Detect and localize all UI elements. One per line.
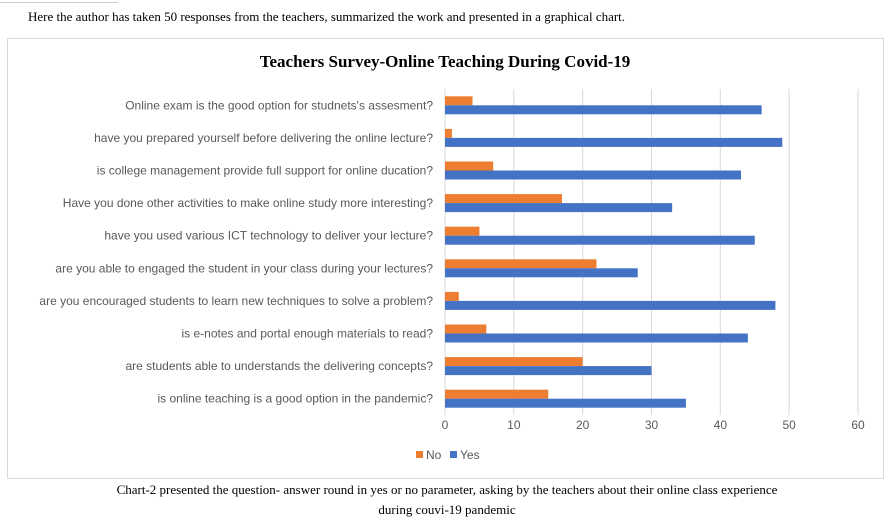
category-label: is e-notes and portal enough materials t… <box>182 327 434 341</box>
legend-label-yes: Yes <box>460 448 480 462</box>
category-label: is college management provide full suppo… <box>97 164 434 178</box>
bar-yes <box>445 235 755 245</box>
bar-no <box>445 389 549 399</box>
chart-title: Teachers Survey-Online Teaching During C… <box>260 52 631 71</box>
bar-no <box>445 96 473 106</box>
category-label: have you prepared yourself before delive… <box>94 131 433 145</box>
legend-swatch-no <box>416 451 423 458</box>
intro-text: Here the author has taken 50 responses f… <box>28 9 626 24</box>
bar-yes <box>445 333 748 343</box>
bar-no <box>445 357 583 367</box>
x-tick-label: 10 <box>507 418 521 432</box>
bar-yes <box>445 268 638 278</box>
x-tick-label: 20 <box>576 418 590 432</box>
bar-no <box>445 324 487 334</box>
chart-frame: Teachers Survey-Online Teaching During C… <box>7 38 884 479</box>
category-label: are you encouraged students to learn new… <box>39 294 433 308</box>
bar-no <box>445 291 459 301</box>
legend-swatch-yes <box>450 451 457 458</box>
category-label: Online exam is the good option for studn… <box>125 98 433 112</box>
legend-label-no: No <box>426 448 442 462</box>
x-tick-label: 30 <box>645 418 659 432</box>
category-label: Have you done other activities to make o… <box>63 196 434 210</box>
category-label: have you used various ICT technology to … <box>104 229 433 243</box>
category-label: is online teaching is a good option in t… <box>157 392 433 406</box>
divider <box>0 2 118 3</box>
category-label: are you able to engaged the student in y… <box>55 261 433 275</box>
bar-yes <box>445 170 741 180</box>
bar-no <box>445 128 452 138</box>
category-label: are students able to understands the del… <box>125 359 433 373</box>
bar-no <box>445 161 494 171</box>
caption-line-1: Chart-2 presented the question- answer r… <box>116 482 778 497</box>
bar-no <box>445 194 563 204</box>
bar-yes <box>445 366 652 376</box>
bar-yes <box>445 203 673 213</box>
x-tick-label: 0 <box>442 418 449 432</box>
caption-line-2: during couvi-19 pandemic <box>378 502 516 517</box>
bar-no <box>445 226 480 236</box>
x-tick-label: 40 <box>714 418 728 432</box>
bar-no <box>445 259 597 269</box>
bar-yes <box>445 105 762 115</box>
bar-yes <box>445 300 776 310</box>
x-tick-label: 60 <box>851 418 865 432</box>
bar-yes <box>445 398 686 408</box>
bar-yes <box>445 137 783 147</box>
x-tick-label: 50 <box>782 418 796 432</box>
chart: Teachers Survey-Online Teaching During C… <box>39 52 865 462</box>
